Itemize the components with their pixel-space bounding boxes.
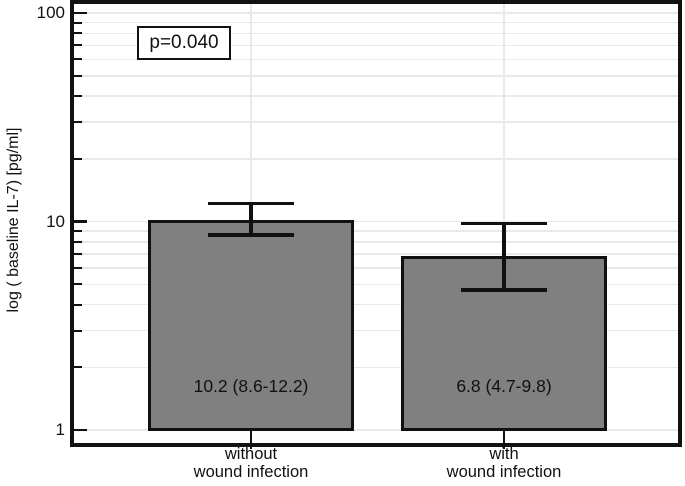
y-minor-tick	[74, 230, 82, 232]
y-minor-tick	[74, 329, 82, 332]
y-minor-tick	[74, 44, 82, 47]
x-category-label-line1: with	[489, 445, 519, 463]
y-minor-tick	[74, 240, 82, 243]
x-tick	[502, 429, 506, 449]
error-bar-line	[502, 223, 506, 290]
gridline-horizontal	[74, 158, 678, 160]
gridline-horizontal	[74, 283, 678, 285]
error-bar-cap-lower	[461, 288, 547, 292]
gridline-horizontal	[74, 21, 678, 24]
gridline-horizontal	[74, 241, 678, 243]
y-major-tick	[74, 220, 87, 223]
gridline-horizontal	[74, 121, 678, 123]
y-minor-tick	[74, 21, 82, 24]
x-category-label-line2: wound infection	[446, 462, 562, 481]
y-minor-tick	[74, 366, 82, 369]
gridline-horizontal	[74, 220, 678, 223]
y-major-tick	[74, 11, 87, 15]
gridline-horizontal	[74, 366, 678, 368]
y-tick-label: 1	[55, 420, 65, 439]
y-minor-tick	[74, 121, 82, 123]
y-minor-tick	[74, 252, 82, 255]
y-minor-tick	[74, 303, 82, 306]
bar-value-label: 6.8 (4.7-9.8)	[456, 376, 552, 396]
gridline-horizontal	[74, 12, 678, 14]
gridline-horizontal	[74, 329, 678, 332]
y-minor-tick	[74, 283, 82, 286]
y-tick-label: 100	[36, 3, 65, 22]
bar	[148, 219, 354, 431]
y-minor-tick	[74, 32, 82, 35]
x-category-label-line2: wound infection	[193, 462, 309, 481]
p-value-box: p=0.040	[137, 26, 231, 60]
y-major-tick	[74, 428, 87, 432]
gridline-horizontal	[74, 303, 678, 306]
gridline-horizontal	[74, 44, 678, 46]
gridline-horizontal	[74, 32, 678, 34]
gridline-horizontal	[74, 58, 678, 60]
y-minor-tick	[74, 74, 82, 77]
gridline-horizontal	[74, 253, 678, 255]
y-minor-tick	[74, 157, 82, 160]
x-tick	[249, 429, 253, 449]
y-tick-label: 10	[46, 211, 65, 231]
gridline-horizontal	[74, 75, 678, 77]
x-category-label: without wound infection	[141, 445, 361, 481]
x-category-label-line1: without	[224, 445, 278, 463]
y-axis-title: log ( baseline IL-7) [pg/ml]	[5, 127, 22, 313]
y-minor-tick	[74, 266, 82, 269]
gridline-horizontal	[74, 267, 678, 269]
error-bar-line	[249, 203, 253, 236]
gridline-horizontal	[74, 95, 678, 97]
error-bar-cap-upper	[461, 221, 547, 226]
error-bar-cap-lower	[208, 233, 294, 237]
y-minor-tick	[74, 95, 82, 97]
x-category-label: with wound infection	[394, 445, 614, 481]
error-bar-cap-upper	[208, 201, 294, 206]
gridline-horizontal	[74, 230, 678, 232]
p-value-label: p=0.040	[149, 32, 219, 53]
bar-value-label: 10.2 (8.6-12.2)	[193, 376, 309, 396]
gridline-horizontal	[74, 429, 678, 431]
y-minor-tick	[74, 58, 82, 61]
